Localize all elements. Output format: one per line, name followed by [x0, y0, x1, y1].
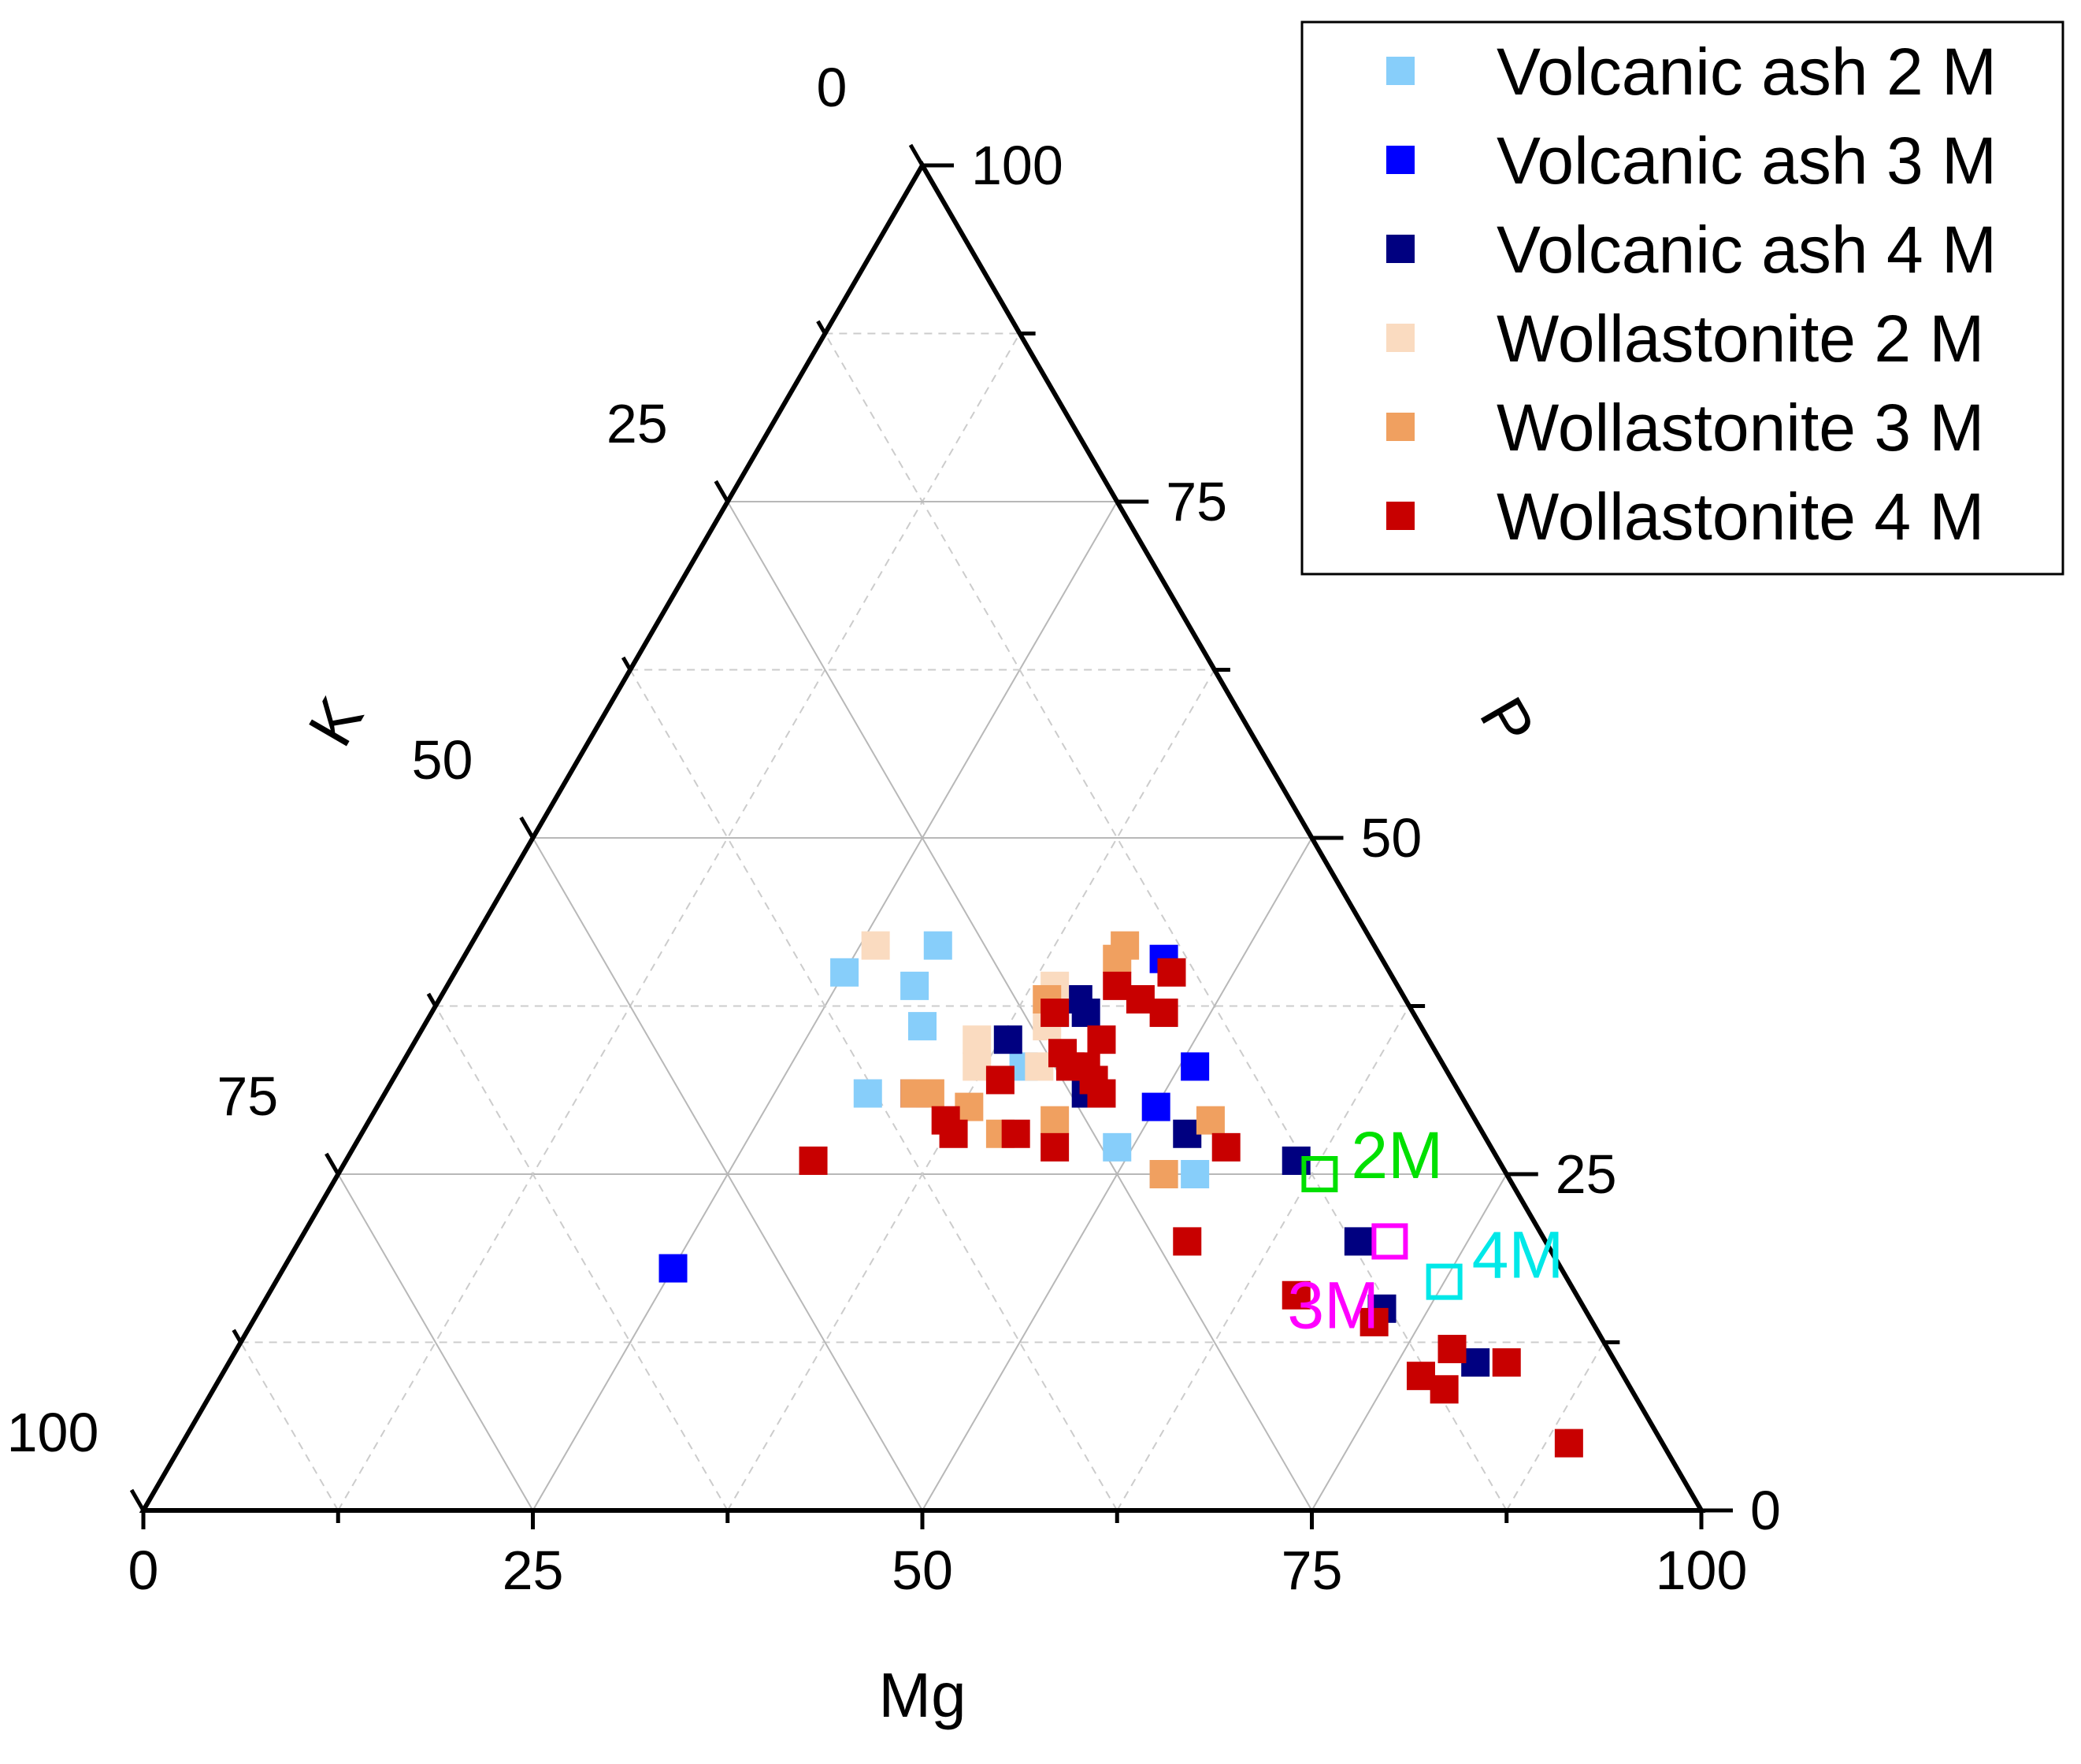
reference-marker-3M — [1371, 1223, 1408, 1260]
data-point — [1282, 1280, 1311, 1310]
data-point — [1211, 1132, 1241, 1162]
series-5 — [799, 958, 1583, 1458]
grid-line-mg-62.5 — [1116, 1005, 1410, 1511]
p-axis-tick-label: 25 — [1556, 1143, 1617, 1205]
data-point — [1554, 1429, 1583, 1458]
reference-label-4M: 4M — [1472, 1218, 1564, 1292]
k-axis-tick — [519, 816, 535, 839]
data-point — [915, 1079, 944, 1108]
grid-line-mg-75 — [1311, 1173, 1508, 1511]
data-point — [1157, 958, 1186, 987]
k-axis-tick — [908, 143, 925, 167]
data-point — [993, 1025, 1022, 1054]
reference-label-3M: 3M — [1287, 1268, 1379, 1342]
k-axis-tick-label: 75 — [217, 1065, 278, 1127]
data-point — [1173, 1227, 1202, 1256]
k-axis-tick — [325, 1152, 340, 1176]
data-point — [1196, 1106, 1225, 1135]
mg-axis-tick-label: 0 — [128, 1540, 159, 1601]
data-point — [1149, 1160, 1178, 1188]
data-point — [1181, 1052, 1210, 1081]
mg-axis-tick-label: 75 — [1282, 1540, 1343, 1601]
data-point — [1040, 1106, 1070, 1135]
k-axis-tick — [129, 1488, 146, 1512]
p-axis-tick-label: 100 — [971, 135, 1063, 196]
grid-line-mg-50 — [922, 837, 1313, 1511]
k-axis-tick — [714, 480, 729, 503]
k-axis-tick-label: 100 — [7, 1402, 99, 1463]
legend-label: Volcanic ash 4 M — [1497, 213, 1997, 287]
k-axis-tick-label: 0 — [817, 57, 848, 118]
data-point — [1360, 1307, 1389, 1336]
data-point — [861, 931, 890, 960]
data-point — [1040, 1132, 1070, 1162]
data-point — [985, 1065, 1015, 1095]
mg-axis-tick-label: 100 — [1656, 1540, 1748, 1601]
k-axis-tick — [232, 1329, 243, 1343]
p-axis-tick-label: 50 — [1361, 807, 1423, 869]
grid-line-k-75 — [337, 1173, 534, 1511]
data-point — [1040, 999, 1070, 1028]
k-axis-tick — [621, 656, 632, 671]
data-point — [1103, 1132, 1132, 1162]
grid-line-k-87.5 — [239, 1341, 339, 1511]
p-axis-title: P — [1467, 686, 1549, 758]
legend-marker — [1386, 413, 1415, 441]
data-point — [1087, 1079, 1116, 1108]
data-point — [1001, 1119, 1030, 1148]
data-point — [1103, 944, 1132, 973]
legend-label: Wollastonite 4 M — [1497, 480, 1984, 554]
grid-line-k-50 — [532, 837, 923, 1511]
data-point — [908, 1012, 937, 1041]
p-axis-tick-label: 75 — [1166, 471, 1227, 532]
mg-axis-title: Mg — [878, 1660, 966, 1730]
legend-marker — [1386, 235, 1415, 263]
data-point — [1181, 1160, 1210, 1188]
grid-line-mg-12.5 — [337, 332, 1021, 1511]
data-point — [830, 958, 859, 987]
data-point — [1071, 999, 1100, 1028]
data-point — [1492, 1348, 1521, 1377]
data-point — [900, 971, 929, 1000]
k-axis-tick-label: 50 — [412, 729, 473, 791]
mg-axis-tick-label: 50 — [892, 1540, 953, 1601]
data-point — [939, 1119, 968, 1148]
k-axis-tick — [816, 320, 827, 335]
legend-marker — [1386, 324, 1415, 352]
data-point — [1141, 1092, 1170, 1121]
legend-marker — [1386, 502, 1415, 530]
legend-marker — [1386, 146, 1415, 174]
legend-label: Volcanic ash 3 M — [1497, 124, 1997, 198]
legend-label: Wollastonite 3 M — [1497, 391, 1984, 465]
k-axis-tick — [426, 992, 438, 1007]
mg-axis-tick-label: 25 — [503, 1540, 564, 1601]
grid-line-mg-87.5 — [1505, 1341, 1605, 1511]
k-axis-tick-label: 25 — [606, 393, 668, 454]
data-point — [853, 1079, 882, 1108]
reference-marker-4M — [1426, 1263, 1463, 1300]
legend-label: Wollastonite 2 M — [1497, 302, 1984, 376]
grid-line-mg-37.5 — [726, 669, 1215, 1511]
data-point — [923, 931, 952, 960]
data-point — [799, 1146, 828, 1175]
grid-line-k-62.5 — [435, 1005, 729, 1511]
legend-label: Volcanic ash 2 M — [1497, 35, 1997, 109]
data-point — [658, 1254, 688, 1283]
data-point — [1437, 1335, 1467, 1364]
data-point — [1430, 1375, 1459, 1404]
legend-box — [1300, 20, 2064, 576]
data-point — [1103, 971, 1132, 1000]
k-axis-title: K — [295, 686, 377, 758]
data-point — [1344, 1227, 1373, 1256]
reference-label-2M: 2M — [1351, 1118, 1443, 1192]
reference-marker-2M — [1301, 1156, 1338, 1192]
legend-marker — [1386, 57, 1415, 85]
data-point — [1087, 1025, 1116, 1054]
data-point — [963, 1025, 992, 1054]
p-axis-tick-label: 0 — [1750, 1480, 1781, 1541]
